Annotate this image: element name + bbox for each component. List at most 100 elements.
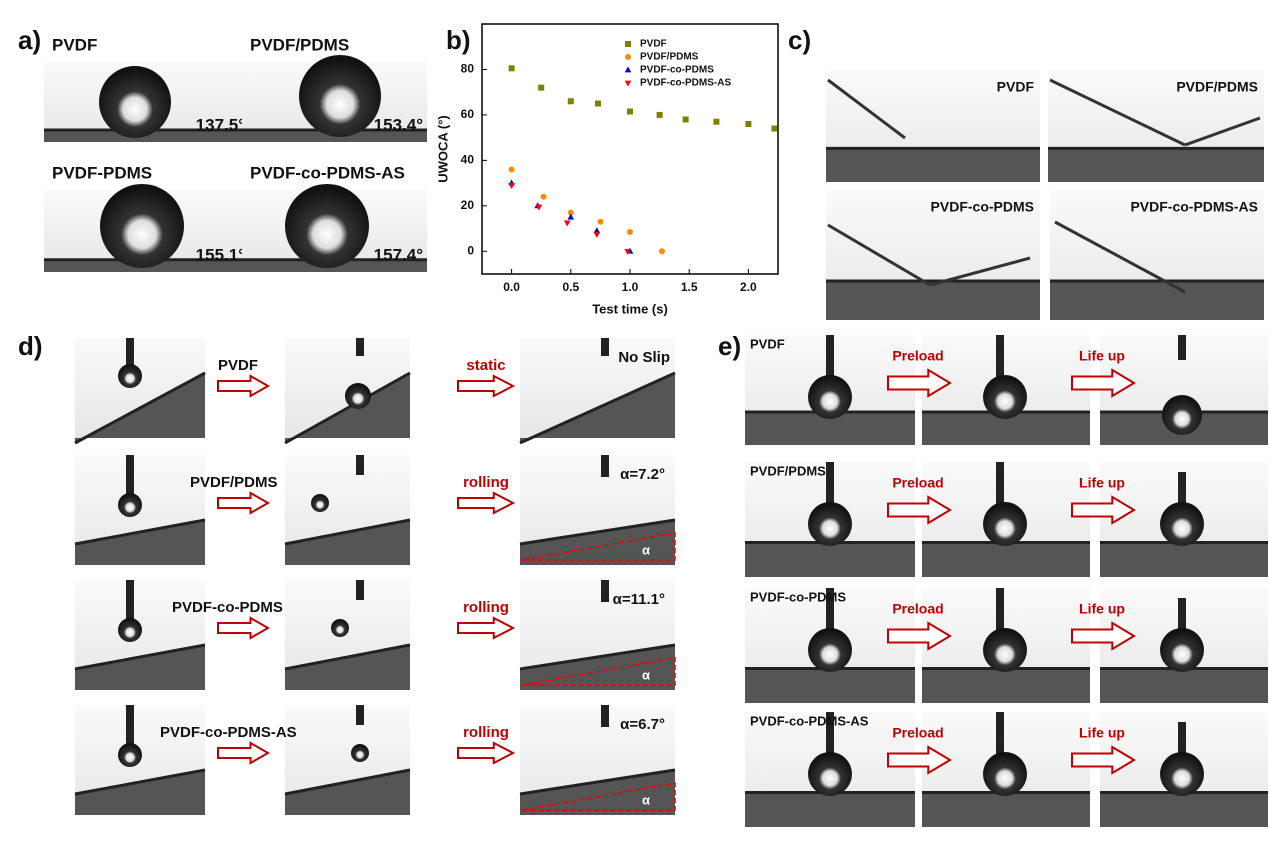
photo: [1100, 712, 1268, 827]
needle: [126, 338, 134, 368]
sample-name: PVDF: [218, 357, 258, 374]
substrate-edge: [519, 768, 676, 796]
x-tick-label: 0.5: [562, 280, 579, 294]
substrate: [922, 412, 1090, 445]
droplet: [285, 184, 369, 268]
arrow: [887, 495, 952, 525]
photo: [44, 62, 249, 142]
point: [771, 125, 778, 132]
arrow: [457, 616, 516, 640]
photo: [519, 338, 676, 445]
point: [567, 213, 575, 220]
droplet: [808, 628, 852, 672]
point: [538, 84, 545, 91]
substrate: [75, 770, 205, 815]
y-tick-label: 60: [461, 107, 475, 121]
photo: [1100, 335, 1268, 445]
result: α=7.2°: [620, 466, 665, 483]
step: Life up: [1079, 475, 1125, 491]
point: [624, 248, 631, 255]
point: [508, 182, 515, 189]
needle: [996, 588, 1004, 633]
arrow: [217, 616, 271, 640]
needle: [996, 462, 1004, 507]
droplet: [983, 502, 1027, 546]
needle: [1178, 722, 1186, 757]
result: No Slip: [618, 349, 670, 366]
step: Life up: [1079, 348, 1125, 364]
droplet: [99, 66, 171, 138]
result: α=6.7°: [620, 716, 665, 733]
y-tick-label: 40: [461, 153, 475, 167]
droplet: [331, 619, 349, 637]
droplet: [299, 55, 381, 137]
droplet: [345, 383, 371, 409]
point: [682, 116, 689, 123]
state: static: [466, 357, 505, 374]
needle: [826, 335, 834, 380]
needle: [356, 455, 364, 475]
point: [713, 118, 720, 125]
legend-marker: [625, 54, 631, 60]
substrate-edge: [74, 518, 206, 546]
point: [508, 65, 515, 72]
needle: [126, 705, 134, 745]
arrow: [1071, 495, 1136, 525]
substrate: [922, 668, 1090, 703]
sample-name: PVDF-co-PDMS: [750, 589, 846, 604]
arrow: [217, 491, 271, 515]
point: [658, 248, 665, 255]
point: [508, 166, 515, 173]
needle: [826, 462, 834, 507]
point: [593, 227, 601, 234]
droplet: [1162, 395, 1202, 435]
needle: [1178, 598, 1186, 633]
panel-label: a): [18, 25, 41, 55]
panel-label: c): [788, 25, 811, 55]
substrate-edge: [519, 371, 676, 445]
needle: [996, 335, 1004, 380]
step: Life up: [1079, 601, 1125, 617]
photo: [284, 580, 411, 690]
angle-symbol: α: [642, 542, 650, 557]
photo: [745, 335, 915, 445]
droplet: [808, 502, 852, 546]
angle-guide: [521, 532, 676, 561]
arrow: [457, 741, 516, 765]
sample-name: PVDF: [750, 336, 785, 351]
needle: [1049, 78, 1261, 147]
sample-name: PVDF-co-PDMS-AS: [160, 724, 297, 741]
droplet: [983, 375, 1027, 419]
substrate-edge: [74, 371, 206, 445]
photo: [74, 580, 206, 690]
arrow: [887, 368, 952, 398]
photo: [519, 455, 676, 565]
needle: [601, 455, 609, 477]
droplet: [983, 628, 1027, 672]
substrate: [285, 645, 410, 690]
substrate: [1100, 792, 1268, 827]
droplet: [118, 618, 142, 642]
photo: [745, 712, 915, 827]
y-tick-label: 20: [461, 198, 475, 212]
needle: [827, 223, 1031, 287]
angle-symbol: α: [642, 667, 650, 682]
substrate-edge: [519, 518, 676, 546]
point: [627, 228, 633, 235]
photo: [74, 705, 206, 815]
sample-name: PVDF/PDMS: [190, 474, 278, 491]
legend-marker: [624, 80, 632, 87]
droplet: [1160, 628, 1204, 672]
arrow: [887, 745, 952, 775]
photo: [242, 184, 427, 272]
contact-angle: 153.4°: [374, 115, 424, 134]
photo: [284, 705, 411, 815]
substrate: [745, 412, 915, 445]
sample-name: PVDF-co-PDMS-AS: [750, 713, 869, 728]
needle: [356, 580, 364, 600]
point: [595, 100, 602, 107]
droplet: [983, 752, 1027, 796]
substrate: [826, 281, 1040, 320]
droplet: [351, 744, 369, 762]
